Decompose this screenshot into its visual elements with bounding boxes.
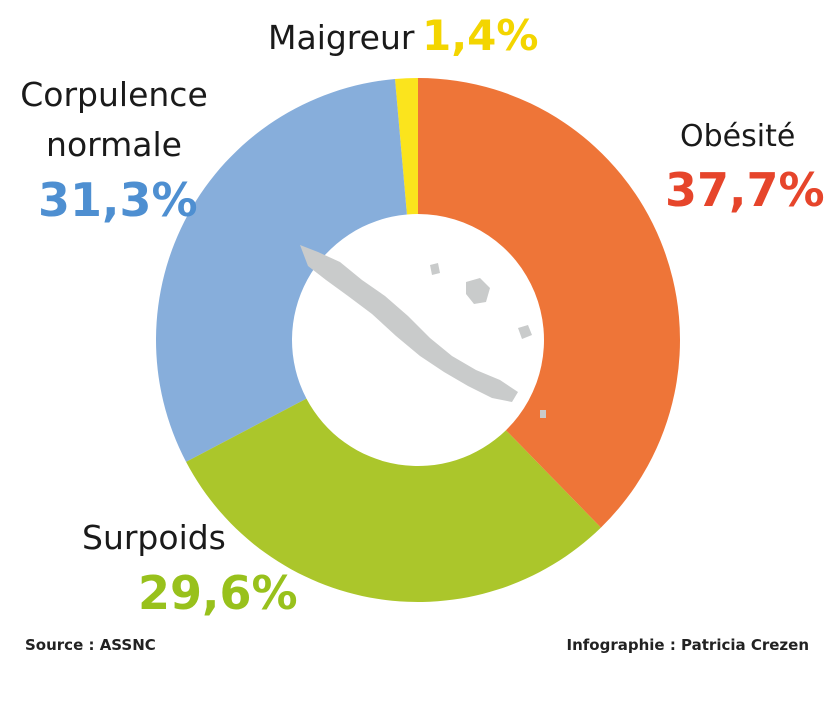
slice [394,78,418,215]
value-label: 37,7% [665,163,825,217]
category-label: Obésité [680,119,796,154]
map-silhouette [300,245,546,418]
value-label: 1,4% [422,11,539,60]
category-label: Maigreur [268,18,415,57]
value-label: 31,3% [38,173,198,227]
slice [418,78,680,528]
source: Source : ASSNC [25,636,156,654]
slice [186,398,601,602]
category-label: Corpulence normale [20,75,208,164]
credit: Infographie : Patricia Crezen [566,636,809,654]
category-label: Surpoids [82,518,226,557]
value-label: 29,6% [138,566,298,620]
slice [155,79,407,462]
